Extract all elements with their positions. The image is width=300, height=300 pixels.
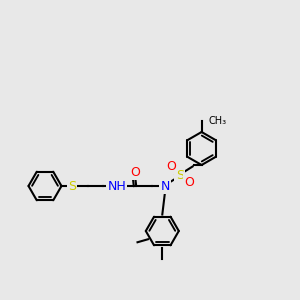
Text: S: S xyxy=(68,179,76,193)
Text: N: N xyxy=(160,179,170,193)
Text: S: S xyxy=(176,169,184,182)
Text: O: O xyxy=(166,160,175,173)
Text: NH: NH xyxy=(107,179,126,193)
Text: CH₃: CH₃ xyxy=(208,116,226,126)
Text: O: O xyxy=(130,166,140,179)
Text: O: O xyxy=(184,176,194,189)
